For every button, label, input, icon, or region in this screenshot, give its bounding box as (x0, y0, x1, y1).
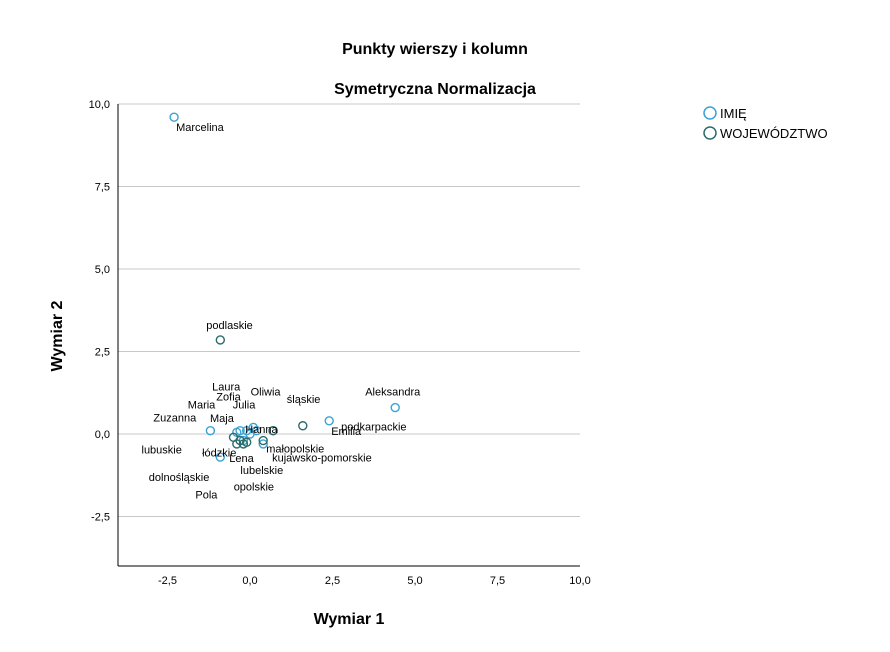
point-label: Laura (212, 382, 241, 394)
legend-label-imie: IMIĘ (720, 106, 747, 121)
point-label: Pola (195, 490, 218, 502)
point-label: Julia (233, 400, 257, 412)
x-tick-labels: -2,5 0,0 2,5 5,0 7,5 10,0 (158, 575, 591, 587)
point-label: Maria (188, 399, 216, 411)
point-label: Maja (210, 413, 235, 425)
chart-title: Punkty wierszy i kolumn (342, 41, 528, 58)
x-tick-label: 0,0 (242, 575, 257, 587)
data-point (169, 112, 179, 122)
legend-marker-wojewodztwo (703, 126, 717, 140)
point-label: Emilia (331, 426, 362, 438)
data-point (205, 426, 216, 436)
point-label: Zofia (216, 391, 241, 403)
data-point (232, 439, 242, 449)
legend: IMIĘ WOJEWÓDZTWO (703, 106, 828, 141)
x-tick-label: 10,0 (569, 575, 590, 587)
data-point (258, 439, 268, 449)
point-label: łódzkie (202, 448, 236, 460)
point-label: podkarpackie (341, 422, 406, 434)
data-points (169, 112, 400, 462)
chart-subtitle: Symetryczna Normalizacja (334, 81, 536, 98)
x-tick-label: -2,5 (158, 575, 177, 587)
y-tick-label: 10,0 (89, 99, 110, 111)
y-tick-label: 0,0 (95, 429, 110, 441)
y-tick-labels: -2,5 0,0 2,5 5,0 7,5 10,0 (89, 99, 110, 524)
point-label: Oliwia (251, 387, 282, 399)
legend-marker-imie (703, 106, 717, 120)
point-label: opolskie (234, 481, 274, 493)
y-tick-label: 5,0 (95, 264, 110, 276)
data-point (215, 452, 226, 462)
point-label: Marcelina (176, 122, 225, 134)
x-axis-label: Wymiar 1 (314, 611, 385, 628)
axes (117, 104, 580, 567)
point-label: śląskie (287, 394, 321, 406)
point-label: kujawsko-pomorskie (272, 453, 372, 465)
x-tick-label: 2,5 (325, 575, 340, 587)
x-tick-label: 7,5 (490, 575, 505, 587)
point-label: Lena (229, 453, 254, 465)
point-label: Aleksandra (365, 387, 421, 399)
point-label: Zuzanna (153, 413, 197, 425)
data-point (298, 421, 308, 431)
y-axis-label: Wymiar 2 (49, 300, 66, 371)
data-point (245, 429, 255, 439)
point-label: lubuskie (142, 444, 182, 456)
grid-lines (118, 103, 580, 517)
y-tick-label: 2,5 (95, 347, 110, 359)
data-point (215, 335, 226, 345)
point-label: podlaskie (206, 320, 252, 332)
point-labels: Marcelina Aleksandra Emilia Laura Oliwia Mari… (142, 122, 422, 501)
point-label: dolnośląskie (149, 472, 210, 484)
point-label: lubelskie (240, 465, 283, 477)
point-label: małopolskie (266, 444, 324, 456)
data-point (390, 402, 400, 413)
data-point (268, 426, 278, 436)
data-point (241, 437, 252, 447)
x-tick-label: 5,0 (407, 575, 422, 587)
data-point (258, 435, 268, 446)
data-point (324, 416, 334, 426)
point-label: Hanna (245, 424, 278, 436)
y-tick-label: 7,5 (95, 182, 110, 194)
y-tick-label: -2,5 (91, 512, 110, 524)
legend-label-wojewodztwo: WOJEWÓDZTWO (720, 126, 828, 141)
